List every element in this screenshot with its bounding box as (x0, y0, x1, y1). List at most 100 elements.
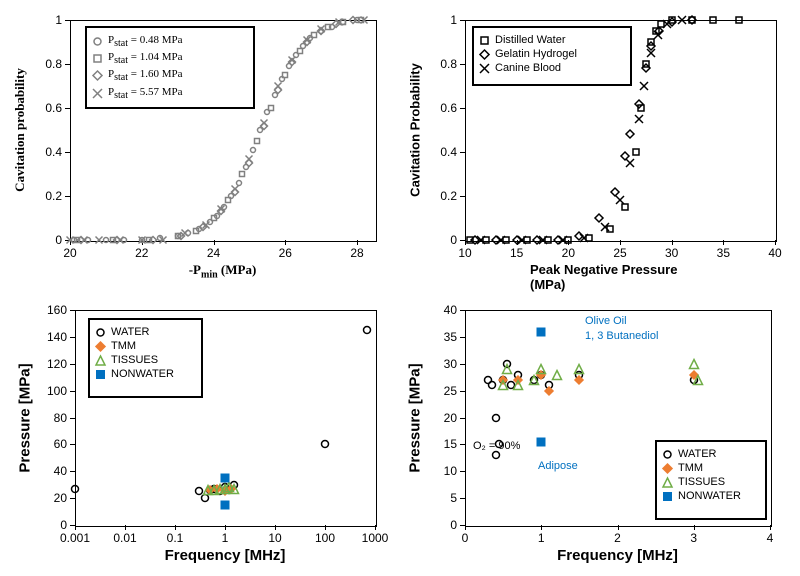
data-point (138, 237, 145, 244)
panel-d-xlabel: Frequency [MHz] (557, 547, 678, 564)
data-point (71, 484, 80, 493)
annotation: O₂ = 90% (473, 440, 520, 452)
data-point (221, 473, 230, 482)
legend-item: WATER (663, 448, 759, 460)
data-point (224, 197, 231, 204)
data-point (502, 365, 511, 374)
data-point (149, 237, 156, 244)
data-point (160, 237, 167, 244)
data-point (253, 138, 260, 145)
data-point (688, 16, 696, 24)
data-point (537, 365, 546, 374)
data-point (81, 237, 88, 244)
legend-marker-icon (96, 328, 105, 337)
data-point (203, 221, 210, 228)
data-point (350, 17, 357, 24)
legend-marker-icon (480, 36, 489, 45)
data-point (518, 236, 526, 244)
legend-item: Pstat = 5.57 MPa (93, 86, 247, 101)
legend-label: TISSUES (678, 476, 725, 488)
data-point (626, 130, 634, 138)
legend-marker-icon (663, 450, 672, 459)
data-point (210, 215, 217, 222)
data-point (250, 146, 257, 153)
data-point (514, 381, 523, 390)
panel-d-ylabel: Pressure [MPa] (407, 363, 424, 472)
data-point (575, 376, 583, 384)
data-point (491, 413, 500, 422)
legend-item: TMM (96, 340, 195, 352)
data-point (102, 237, 109, 244)
data-point (192, 228, 199, 235)
legend-label: NONWATER (111, 368, 174, 380)
annotation: Olive Oil (585, 315, 627, 327)
data-point (601, 223, 609, 231)
legend-marker-icon (96, 370, 105, 379)
data-point (336, 19, 343, 26)
data-point (487, 381, 496, 390)
data-point (552, 370, 561, 379)
data-point (181, 230, 188, 237)
data-point (95, 237, 102, 244)
data-point (267, 105, 274, 112)
panel-d-legend: WATER TMM TISSUES NONWATER (655, 440, 767, 520)
legend-label: Pstat = 0.48 MPa (108, 34, 183, 49)
panel-c-xlabel: Frequency [MHz] (165, 547, 286, 564)
data-point (275, 83, 282, 90)
data-point (499, 381, 508, 390)
data-point (559, 236, 567, 244)
data-point (642, 64, 650, 72)
data-point (537, 437, 546, 446)
data-point (282, 72, 289, 79)
data-point (363, 326, 372, 335)
data-point (626, 159, 634, 167)
data-point (303, 36, 310, 43)
legend-marker-icon (96, 342, 105, 351)
legend-item: Pstat = 0.48 MPa (93, 34, 247, 49)
data-point (635, 115, 643, 123)
data-point (361, 17, 368, 24)
panel-a-legend: Pstat = 0.48 MPa Pstat = 1.04 MPa Pstat = … (85, 26, 255, 109)
legend-marker-icon (480, 64, 489, 73)
data-point (693, 375, 702, 384)
legend-label: WATER (111, 326, 150, 338)
data-point (635, 100, 643, 108)
data-point (296, 47, 303, 54)
data-point (321, 440, 330, 449)
legend-item: TISSUES (663, 476, 759, 488)
data-point (647, 49, 655, 57)
data-point (595, 214, 603, 222)
legend-item: Distilled Water (480, 34, 624, 46)
legend-item: NONWATER (96, 368, 195, 380)
data-point (217, 206, 224, 213)
data-point (529, 375, 538, 384)
data-point (632, 148, 640, 156)
data-point (239, 171, 246, 178)
legend-label: Gelatin Hydrogel (495, 48, 577, 60)
data-point (232, 186, 239, 193)
annotation: 1, 3 Butanediol (585, 330, 658, 342)
data-point (260, 120, 267, 127)
legend-item: Pstat = 1.04 MPa (93, 51, 247, 66)
legend-label: Distilled Water (495, 34, 566, 46)
legend-label: TMM (111, 340, 136, 352)
legend-marker-icon (663, 464, 672, 473)
data-point (575, 365, 584, 374)
data-point (580, 234, 588, 242)
annotation: Adipose (538, 460, 578, 472)
data-point (678, 16, 686, 24)
legend-marker-icon (93, 37, 102, 46)
legend-item: TMM (663, 462, 759, 474)
panel-b-xlabel: Peak Negative Pressure (MPa) (530, 262, 710, 292)
legend-item: TISSUES (96, 354, 195, 366)
data-point (311, 32, 318, 39)
data-point (545, 387, 553, 395)
data-point (537, 327, 546, 336)
legend-item: Canine Blood (480, 62, 624, 74)
data-point (318, 25, 325, 32)
data-point (67, 237, 74, 244)
legend-item: NONWATER (663, 490, 759, 502)
data-point (221, 500, 230, 509)
panel-c-legend: WATER TMM TISSUES NONWATER (88, 318, 203, 398)
data-point (539, 236, 547, 244)
